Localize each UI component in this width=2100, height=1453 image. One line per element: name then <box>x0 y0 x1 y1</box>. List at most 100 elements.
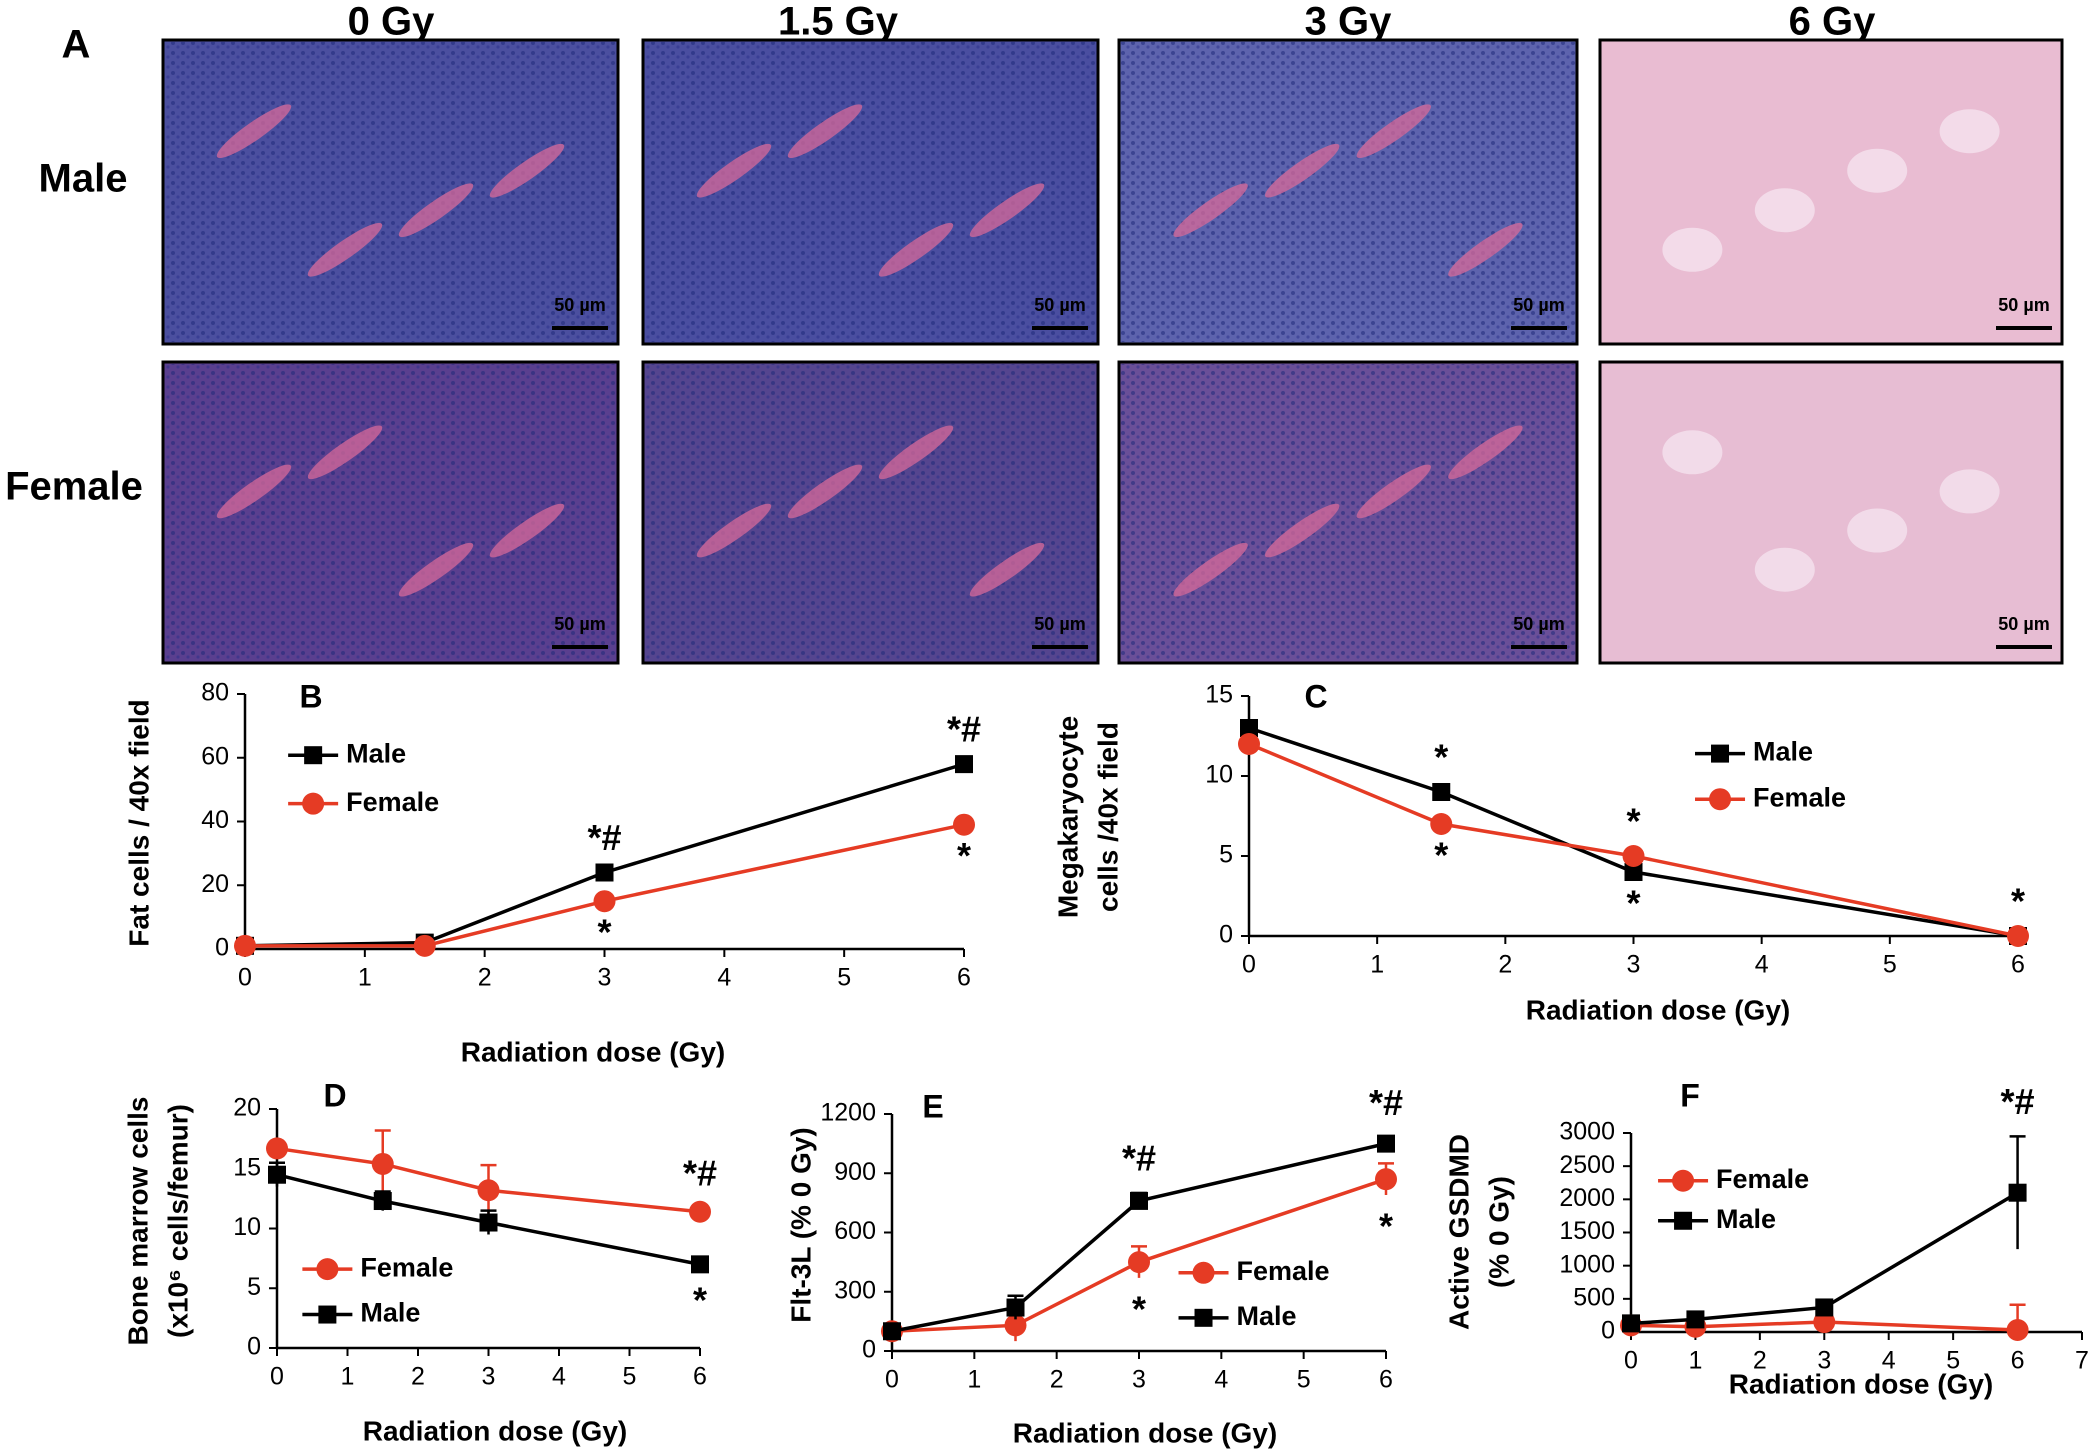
y-tick-label: 10 <box>1205 761 1233 789</box>
legend-label: Male <box>346 738 406 768</box>
x-tick-label: 5 <box>837 964 851 992</box>
tissue-streak <box>878 222 954 277</box>
y-tick-label: 0 <box>1601 1317 1615 1345</box>
scale-bar <box>1511 645 1567 649</box>
tissue-streak <box>489 143 565 198</box>
significance-mark: * <box>957 835 971 876</box>
fat-vacuole <box>1662 227 1723 272</box>
scale-bar-label: 50 µm <box>1998 295 2049 315</box>
data-point <box>1004 1314 1027 1337</box>
scale-bar-label: 50 µm <box>554 295 605 315</box>
data-point <box>953 813 975 836</box>
y-axis-label: (% 0 Gy) <box>1483 1176 1514 1288</box>
fat-vacuole <box>1754 188 1815 233</box>
significance-mark: * <box>1132 1288 1146 1329</box>
scale-bar <box>1032 326 1088 330</box>
tissue-streak <box>1448 425 1523 480</box>
significance-mark: *# <box>1122 1138 1156 1179</box>
y-tick-label: 3000 <box>1559 1118 1615 1146</box>
data-point <box>413 934 436 957</box>
tissue-streak <box>307 222 383 277</box>
tissue-streak <box>216 104 292 159</box>
y-tick-label: 2000 <box>1559 1184 1615 1212</box>
significance-mark: * <box>693 1280 707 1321</box>
significance-mark: * <box>597 912 611 953</box>
y-tick-label: 1000 <box>1559 1250 1615 1278</box>
tissue-streak <box>1264 143 1340 198</box>
y-tick-label: 60 <box>201 742 229 770</box>
x-tick-label: 1 <box>1370 951 1384 979</box>
legend-marker <box>1192 1261 1215 1284</box>
legend-label: Female <box>1237 1256 1330 1286</box>
significance-mark: * <box>1434 737 1448 778</box>
data-point <box>1006 1298 1025 1317</box>
data-point <box>268 1165 286 1184</box>
x-tick-label: 4 <box>717 964 731 992</box>
y-tick-label: 5 <box>247 1273 261 1301</box>
histology-grid: 50 µm 50 µm 50 µm 50 µm 50 µm 50 µm 50 µm 50 µm <box>161 38 2064 665</box>
panel-label: F <box>1680 1077 1700 1113</box>
x-tick-label: 0 <box>238 964 252 992</box>
y-tick-label: 900 <box>834 1158 876 1186</box>
scale-bar-label: 50 µm <box>1034 614 1085 634</box>
y-tick-label: 10 <box>233 1213 261 1241</box>
data-point <box>479 1213 498 1232</box>
x-axis-label: Radiation dose (Gy) <box>1729 1368 1993 1399</box>
data-point <box>477 1179 500 1202</box>
data-point <box>1624 863 1643 881</box>
x-tick-label: 6 <box>957 964 971 992</box>
x-axis-label: Radiation dose (Gy) <box>1013 1417 1277 1448</box>
x-tick-label: 2 <box>411 1363 425 1391</box>
cell-texture <box>165 42 616 342</box>
data-point <box>2007 925 2029 947</box>
series-line <box>245 822 965 948</box>
y-tick-label: 2500 <box>1559 1151 1615 1179</box>
y-tick-label: 0 <box>1219 921 1233 949</box>
data-point <box>2008 1183 2027 1202</box>
tissue-streak <box>1264 503 1340 558</box>
x-tick-label: 0 <box>1624 1347 1638 1375</box>
panel-label: A <box>62 23 91 67</box>
legend-label: Female <box>1716 1164 1809 1194</box>
tissue-streak <box>216 464 292 519</box>
data-point <box>1622 1314 1640 1333</box>
x-axis-label: Radiation dose (Gy) <box>1526 994 1790 1025</box>
panel-label: E <box>922 1088 943 1124</box>
tissue-streak <box>969 542 1045 597</box>
x-tick-label: 3 <box>598 964 612 992</box>
significance-mark: *# <box>1369 1082 1403 1123</box>
x-tick-label: 4 <box>1755 951 1769 979</box>
data-point <box>691 1255 709 1274</box>
significance-mark: *# <box>683 1153 717 1194</box>
series-line <box>891 1141 1387 1333</box>
column-label: 6 Gy <box>1789 0 1876 44</box>
series-line <box>276 1146 701 1214</box>
scale-bar-label: 50 µm <box>554 614 605 634</box>
data-point <box>2006 1319 2029 1342</box>
tissue-streak <box>787 104 863 159</box>
x-tick-label: 3 <box>1627 951 1641 979</box>
fat-vacuole <box>1847 148 1908 193</box>
scale-bar-label: 50 µm <box>1513 614 1564 634</box>
data-point <box>1375 1168 1397 1191</box>
tissue-streak <box>1173 183 1248 238</box>
scale-bar <box>1996 645 2052 649</box>
series-line <box>1630 1320 2018 1332</box>
scale-bar-label: 50 µm <box>1998 614 2049 634</box>
x-tick-label: 3 <box>1132 1366 1146 1394</box>
legend-label: Female <box>346 787 439 817</box>
x-axis-label: Radiation dose (Gy) <box>461 1036 725 1067</box>
y-tick-label: 15 <box>233 1153 261 1181</box>
legend-marker <box>302 792 325 815</box>
data-point <box>234 934 256 957</box>
y-axis-label: Flt-3L (% 0 Gy) <box>785 1127 816 1323</box>
y-tick-label: 600 <box>834 1217 876 1245</box>
legend-marker <box>1711 744 1730 763</box>
legend-label: Male <box>1753 737 1813 767</box>
fat-vacuole <box>1939 109 2000 154</box>
y-axis-label: cells /40x field <box>1092 722 1123 912</box>
y-tick-label: 5 <box>1219 841 1233 869</box>
data-point <box>373 1192 392 1211</box>
y-tick-label: 20 <box>201 870 229 898</box>
